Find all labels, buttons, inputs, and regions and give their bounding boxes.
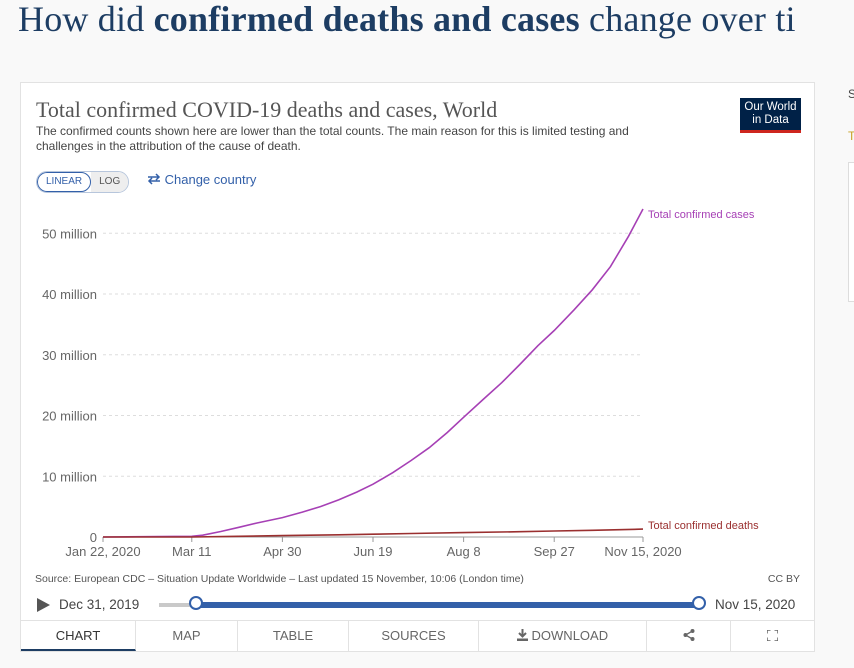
timeline-start-handle[interactable] <box>189 596 203 610</box>
tab-map[interactable]: MAP <box>136 621 238 651</box>
y-tick-label-3: 30 million <box>42 348 97 363</box>
page-heading-bold: confirmed deaths and cases <box>153 0 580 39</box>
tab-sources[interactable]: SOURCES <box>349 621 479 651</box>
y-tick-label-1: 10 million <box>42 469 97 484</box>
logo-line-2: in Data <box>752 114 789 126</box>
chart-title: Total confirmed COVID-19 deaths and case… <box>36 97 498 122</box>
tab-chart[interactable]: CHART <box>21 621 136 651</box>
sidebar-letter-s: S <box>848 87 854 101</box>
series-line-total-confirmed-deaths <box>103 528 644 538</box>
log-scale-button[interactable]: LOG <box>91 172 129 192</box>
swap-arrows-icon <box>147 173 161 185</box>
x-tick-label-5: Sep 27 <box>534 544 575 559</box>
change-country-label: Change country <box>164 172 257 187</box>
series-label-total-confirmed-deaths: Total confirmed deaths <box>648 520 759 532</box>
logo-line-1: Our World <box>744 101 797 113</box>
page-heading-pre: How did <box>18 0 154 39</box>
change-country-button[interactable]: Change country <box>147 172 256 187</box>
x-tick-label-3: Jun 19 <box>353 544 392 559</box>
tab-table[interactable]: TABLE <box>238 621 349 651</box>
scale-toggle: LINEAR LOG <box>36 171 130 193</box>
fullscreen-icon <box>766 629 779 642</box>
timeline: Dec 31, 2019 Nov 15, 2020 <box>21 588 814 620</box>
timeline-end-label: Nov 15, 2020 <box>715 597 796 612</box>
page-heading: How did confirmed deaths and cases chang… <box>18 0 796 40</box>
timeline-track-unselected[interactable] <box>159 603 197 607</box>
y-tick-label-4: 40 million <box>42 287 97 302</box>
y-tick-label-5: 50 million <box>42 226 97 241</box>
x-tick-label-1: Mar 11 <box>172 544 212 559</box>
chart-subtitle: The confirmed counts shown here are lowe… <box>36 124 629 153</box>
chart-tabs: CHART MAP TABLE SOURCES DOWNLOAD <box>21 620 814 651</box>
x-tick-label-4: Aug 8 <box>447 544 481 559</box>
tab-share[interactable] <box>647 621 731 651</box>
timeline-track-selected[interactable] <box>196 602 699 608</box>
timeline-start-label: Dec 31, 2019 <box>59 597 140 612</box>
tab-download[interactable]: DOWNLOAD <box>479 621 647 651</box>
series-label-total-confirmed-cases: Total confirmed cases <box>648 209 755 221</box>
share-icon <box>683 629 694 641</box>
owid-logo[interactable]: Our World in Data <box>740 98 801 133</box>
series-line-total-confirmed-cases <box>102 208 644 538</box>
linear-scale-button[interactable]: LINEAR <box>37 172 92 192</box>
source-line[interactable]: Source: European CDC – Situation Update … <box>35 573 524 585</box>
y-tick-label-2: 20 million <box>42 409 97 424</box>
chart-plot: 0 10 million 20 million 30 million 40 millio… <box>42 208 759 559</box>
y-tick-label-0: 0 <box>90 530 97 545</box>
sidebar-letter-t: T <box>848 129 854 143</box>
chart-card: Total confirmed COVID-19 deaths and case… <box>20 82 815 652</box>
x-tick-label-0: Jan 22, 2020 <box>65 544 140 559</box>
page-heading-post: change over ti <box>579 0 796 39</box>
tab-fullscreen[interactable] <box>731 621 814 651</box>
license-link[interactable]: CC BY <box>767 573 800 585</box>
play-icon[interactable] <box>37 598 50 612</box>
sidebar-panel <box>848 162 854 302</box>
download-label: DOWNLOAD <box>531 628 609 643</box>
download-icon <box>516 629 528 641</box>
x-tick-label-6: Nov 15, 2020 <box>604 544 681 559</box>
timeline-end-handle[interactable] <box>692 596 706 610</box>
x-tick-label-2: Apr 30 <box>263 544 301 559</box>
